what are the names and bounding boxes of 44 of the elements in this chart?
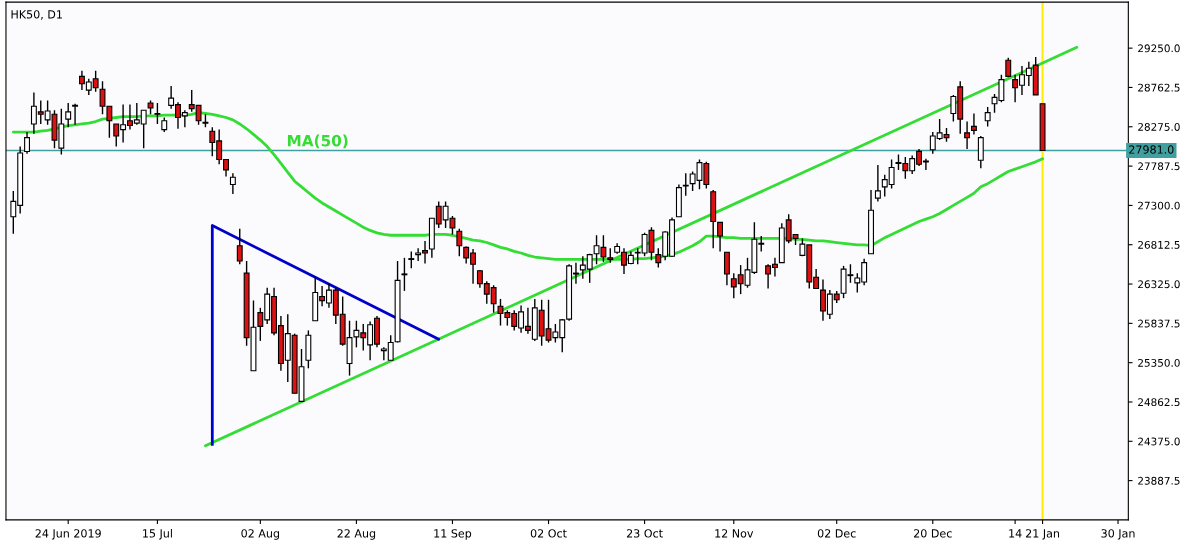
candlestick bbox=[984, 106, 991, 128]
y-tick-label: 25350.0 bbox=[1138, 358, 1180, 367]
candlestick bbox=[723, 251, 730, 286]
x-tick-label: 30 Jan bbox=[1101, 529, 1135, 540]
text: HK50, D1 bbox=[11, 10, 62, 20]
candlestick bbox=[682, 172, 689, 197]
x-tick-label: 22 Aug bbox=[337, 529, 376, 540]
candlestick bbox=[229, 172, 236, 195]
y-tick-label: 28275.0 bbox=[1138, 123, 1180, 131]
candlestick bbox=[456, 228, 463, 257]
candlestick bbox=[874, 164, 881, 203]
y-tick-label: 26812.5 bbox=[1138, 240, 1180, 249]
y-tick-label: 29250.0 bbox=[1138, 44, 1180, 53]
candlestick bbox=[65, 102, 72, 128]
candlestick bbox=[154, 102, 161, 125]
x-tick-label: 21 Jan bbox=[1025, 529, 1060, 540]
x-tick-label: 23 Oct bbox=[626, 529, 663, 538]
candlestick bbox=[717, 221, 724, 253]
ref-line-label: 27981.0 bbox=[1129, 145, 1174, 154]
x-tick-label: 02 Aug bbox=[241, 529, 279, 540]
annotation: MA(50) bbox=[287, 134, 348, 149]
x-tick-label: 12 Nov bbox=[715, 529, 754, 538]
y-tick-label: 27787.5 bbox=[1138, 162, 1180, 171]
y-tick-label: 26325.0 bbox=[1138, 280, 1180, 289]
x-tick-label: 02 Dec bbox=[817, 529, 856, 538]
x-tick-label: 20 Dec bbox=[914, 529, 952, 538]
y-tick-label: 25837.5 bbox=[1138, 319, 1180, 328]
x-tick-label: 11 Sep bbox=[434, 529, 472, 540]
candlestick bbox=[72, 103, 79, 126]
x-tick-label: 14 bbox=[1009, 529, 1022, 538]
x-tick-label: 24 Jun 2019 bbox=[35, 529, 101, 540]
x-tick-label: 02 Oct bbox=[530, 529, 567, 538]
candlestick bbox=[970, 112, 977, 136]
candlestick bbox=[401, 257, 408, 292]
x-tick-label: 15 Jul bbox=[143, 528, 172, 540]
y-tick-label: 28762.5 bbox=[1138, 83, 1180, 92]
y-tick-label: 24862.5 bbox=[1138, 398, 1180, 407]
y-tick-label: 23887.5 bbox=[1138, 476, 1180, 485]
candlestick bbox=[236, 228, 243, 265]
candlestick bbox=[977, 135, 984, 170]
candlestick bbox=[24, 131, 30, 155]
candlestick bbox=[964, 120, 971, 150]
y-tick-label: 24375.0 bbox=[1138, 437, 1180, 446]
y-tick-label: 27300.0 bbox=[1138, 201, 1180, 210]
